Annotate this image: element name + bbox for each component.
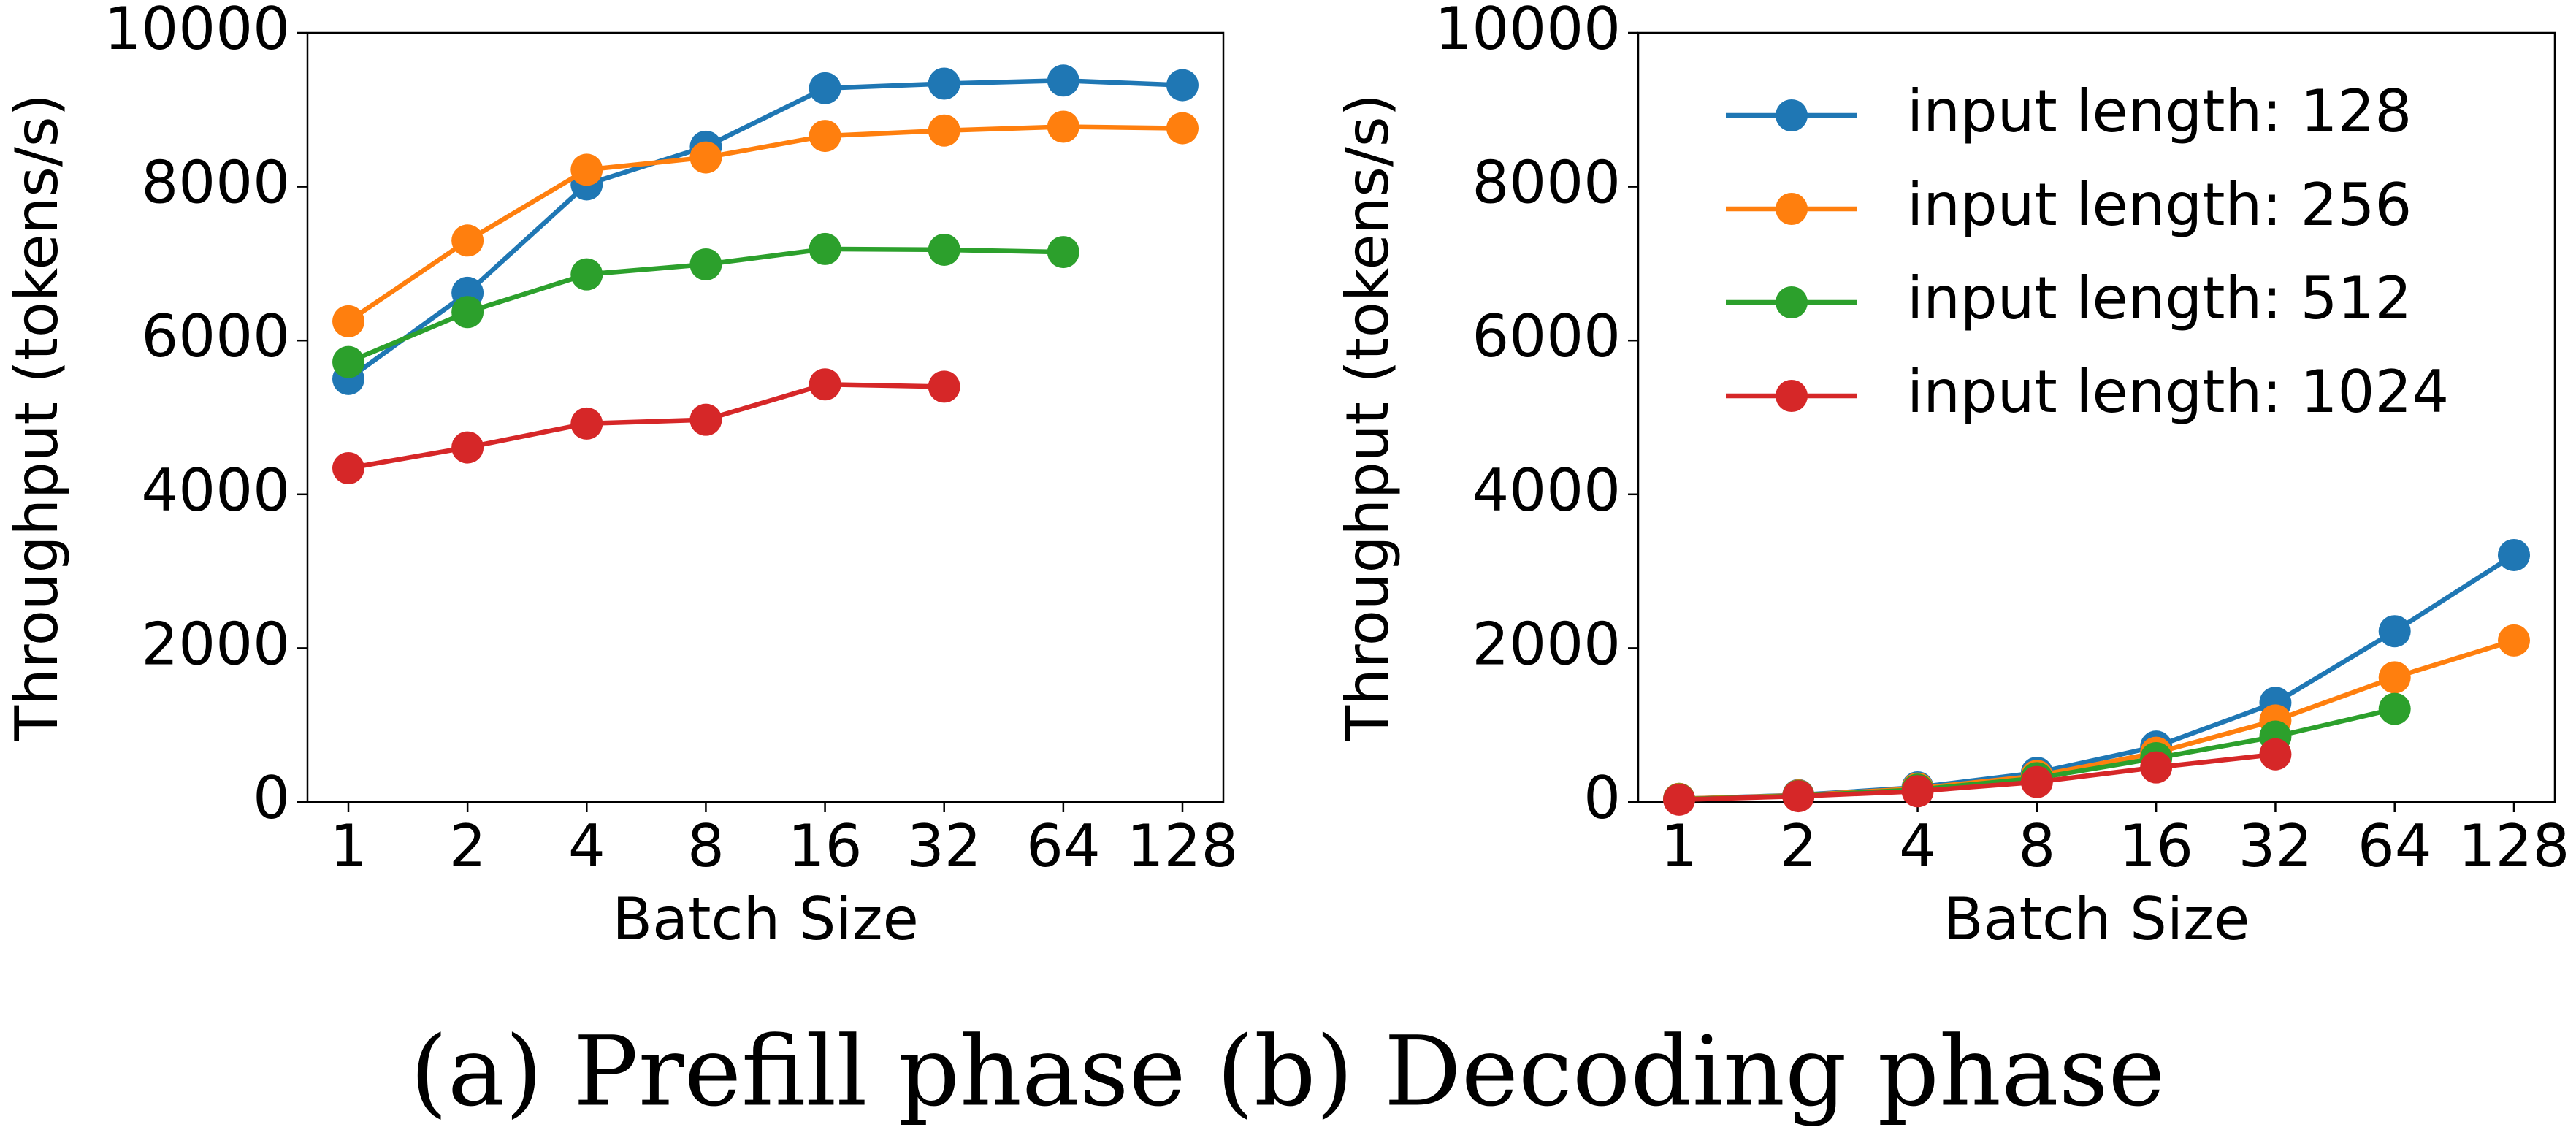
y-tick-label: 4000: [141, 457, 290, 524]
legend-label: input length: 128: [1907, 77, 2412, 145]
y-tick-label: 4000: [1472, 457, 1621, 524]
data-point: [809, 120, 841, 153]
x-tick-label: 64: [1026, 812, 1101, 880]
y-axis-label: Throughput (tokens/s): [3, 93, 71, 742]
x-tick-label: 128: [2458, 812, 2570, 880]
x-tick-label: 16: [788, 812, 863, 880]
legend-marker: [1776, 286, 1808, 318]
legend-marker: [1776, 193, 1808, 225]
data-point: [689, 248, 722, 280]
legend-label: input length: 512: [1907, 264, 2412, 332]
data-point: [809, 232, 841, 265]
y-tick-label: 2000: [141, 610, 290, 678]
data-point: [2020, 765, 2053, 798]
data-point: [2498, 538, 2530, 571]
data-point: [332, 345, 364, 378]
x-tick-label: 2: [1780, 812, 1817, 880]
y-tick-label: 10000: [104, 0, 291, 63]
x-tick-label: 4: [1899, 812, 1936, 880]
data-point: [1047, 110, 1079, 143]
x-tick-label: 8: [2018, 812, 2055, 880]
series-line: [348, 381, 944, 471]
data-point: [2498, 624, 2530, 657]
data-point: [570, 258, 603, 291]
x-tick-label: 4: [568, 812, 605, 880]
y-tick-label: 6000: [141, 302, 290, 370]
legend-label: input length: 1024: [1907, 358, 2449, 426]
data-point: [1166, 69, 1199, 102]
legend-marker: [1776, 380, 1808, 412]
y-tick-label: 0: [1583, 764, 1621, 832]
x-tick-label: 32: [907, 812, 982, 880]
data-point: [451, 431, 484, 464]
data-point: [2378, 661, 2411, 694]
data-point: [928, 233, 960, 266]
data-point: [1166, 112, 1199, 145]
data-point: [1047, 64, 1079, 97]
data-point: [2259, 738, 2292, 771]
y-tick-label: 8000: [141, 149, 290, 217]
data-point: [1782, 780, 1815, 813]
x-tick-label: 1: [1661, 812, 1698, 880]
data-point: [809, 72, 841, 104]
data-point: [451, 296, 484, 329]
x-axis-label: Batch Size: [612, 885, 919, 953]
data-point: [1901, 775, 1934, 808]
series-line: [347, 124, 1183, 324]
series-line: [347, 78, 1183, 381]
x-tick-label: 1: [330, 812, 367, 880]
data-point: [2378, 692, 2411, 725]
y-tick-label: 6000: [1472, 302, 1621, 370]
x-tick-label: 8: [687, 812, 725, 880]
legend-marker: [1776, 99, 1808, 131]
legend-label: input length: 256: [1907, 171, 2412, 239]
data-point: [928, 370, 960, 403]
y-tick-label: 2000: [1472, 610, 1621, 678]
data-point: [332, 305, 364, 337]
plot-frame: [306, 31, 1225, 803]
x-tick-label: 128: [1127, 812, 1239, 880]
plot-frame: [1637, 31, 2556, 803]
data-point: [928, 67, 960, 100]
data-point: [332, 451, 364, 484]
y-tick-label: 0: [253, 764, 290, 832]
y-tick-label: 8000: [1472, 149, 1621, 217]
data-point: [570, 407, 603, 440]
x-tick-label: 16: [2119, 812, 2193, 880]
data-point: [928, 114, 960, 147]
data-point: [1663, 783, 1695, 816]
data-point: [1047, 236, 1079, 269]
x-tick-label: 32: [2239, 812, 2313, 880]
data-point: [809, 368, 841, 401]
caption: (a) Prefill phase (b) Decoding phase: [410, 1016, 2165, 1128]
y-tick-label: 10000: [1435, 0, 1621, 63]
data-point: [689, 141, 722, 174]
series-line: [1678, 752, 2276, 803]
x-tick-label: 2: [449, 812, 486, 880]
data-point: [451, 224, 484, 257]
data-point: [2140, 751, 2173, 784]
data-point: [689, 403, 722, 436]
y-axis-label: Throughput (tokens/s): [1334, 93, 1402, 742]
x-axis-label: Batch Size: [1944, 885, 2250, 953]
data-point: [2378, 615, 2411, 648]
x-tick-label: 64: [2358, 812, 2432, 880]
data-point: [570, 153, 603, 186]
